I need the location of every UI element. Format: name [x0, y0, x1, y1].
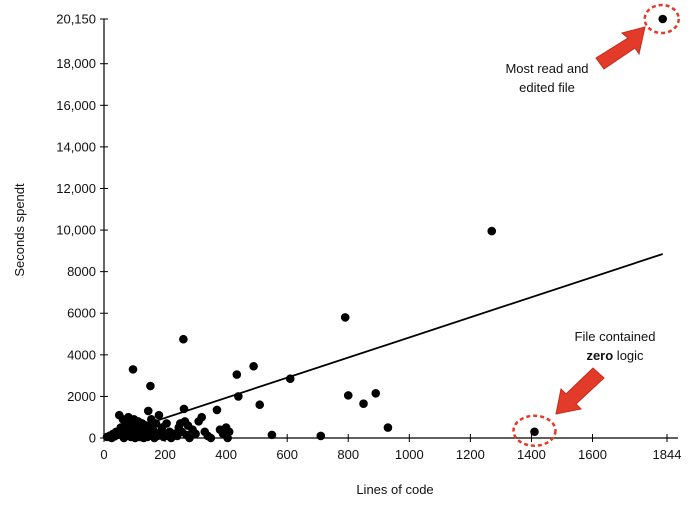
y-axis: 0 2000 4000 6000 8000 10,000 12,000 14,000 16,00… — [56, 12, 108, 446]
y-tick-label: 12,000 — [56, 181, 96, 196]
y-axis-title: Seconds spendt — [12, 183, 27, 277]
y-tick-label: 8000 — [67, 264, 96, 279]
y-tick-label: 6000 — [67, 306, 96, 321]
data-point — [128, 365, 138, 374]
data-point — [151, 419, 161, 428]
x-tick-label: 1600 — [578, 447, 607, 462]
trendline — [103, 253, 664, 439]
data-point — [530, 427, 539, 437]
data-point — [267, 430, 277, 440]
y-tick-label: 2000 — [67, 389, 96, 404]
data-point — [249, 361, 258, 371]
data-point — [154, 410, 164, 420]
data-point — [179, 404, 189, 414]
data-point — [224, 427, 234, 437]
data-point — [316, 431, 326, 441]
x-tick-label: 1400 — [517, 447, 546, 462]
highlight-circle-top — [643, 3, 680, 35]
x-tick-label: 400 — [215, 447, 237, 462]
data-point — [179, 334, 188, 344]
x-tick-label: 800 — [337, 447, 359, 462]
x-tick-label: 0 — [100, 447, 107, 462]
data-point — [340, 313, 350, 322]
data-point — [185, 433, 194, 443]
data-point — [359, 399, 368, 408]
data-point — [371, 388, 381, 398]
x-tick-label: 200 — [154, 447, 176, 462]
annotation-label: Most read and — [505, 61, 588, 76]
data-point — [343, 391, 353, 400]
data-points — [102, 14, 668, 443]
y-tick-label: 10,000 — [56, 223, 96, 238]
data-point — [658, 14, 668, 24]
y-tick-label: 4000 — [67, 347, 96, 362]
y-tick-label: 16,000 — [56, 98, 96, 113]
data-point — [255, 400, 265, 410]
data-point — [234, 392, 243, 401]
x-axis: 0 200 400 600 800 1000 1200 1400 1600 1844 — [100, 434, 681, 462]
data-point — [487, 226, 497, 236]
data-point — [197, 412, 207, 422]
data-point — [212, 405, 222, 415]
x-axis-title: Lines of code — [356, 482, 433, 497]
y-tick-label: 0 — [89, 431, 96, 446]
y-tick-label: 20,150 — [56, 12, 96, 27]
x-tick-label: 600 — [276, 447, 298, 462]
x-tick-label: 1844 — [653, 447, 682, 462]
data-point — [232, 370, 242, 379]
annotations: Most read and edited file File contained ze… — [505, 3, 680, 448]
data-point — [162, 419, 171, 428]
arrow-icon-bottom — [555, 367, 605, 415]
x-tick-label: 1000 — [395, 447, 424, 462]
data-point — [143, 406, 153, 416]
y-tick-label: 18,000 — [56, 56, 96, 71]
annotation-label: File contained — [575, 329, 656, 344]
highlight-circle-bottom — [512, 414, 557, 448]
y-tick-label: 14,000 — [56, 139, 96, 154]
x-tick-label: 1200 — [456, 447, 485, 462]
trendline-group — [103, 253, 664, 439]
data-point — [146, 381, 155, 391]
data-point — [383, 423, 393, 432]
data-point — [285, 374, 295, 384]
annotation-label: zero logic — [586, 348, 644, 363]
arrow-icon-top — [595, 26, 646, 70]
annotation-label: edited file — [519, 80, 575, 95]
data-point — [206, 433, 216, 443]
data-point — [191, 429, 200, 439]
